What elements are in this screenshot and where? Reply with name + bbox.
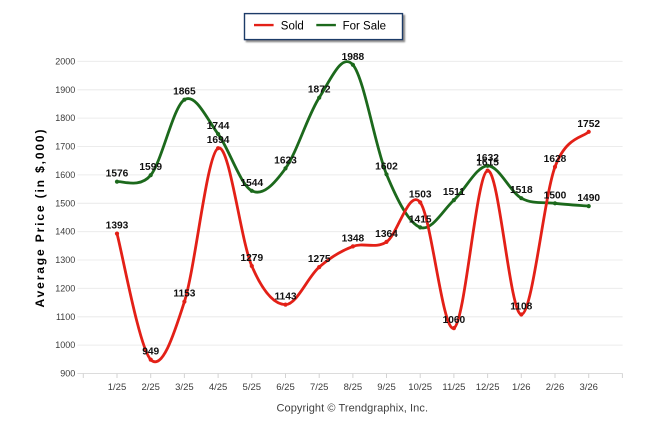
svg-text:1100: 1100 — [56, 312, 75, 322]
svg-text:Copyright © Trendgraphix, Inc.: Copyright © Trendgraphix, Inc. — [277, 403, 429, 415]
svg-text:1108: 1108 — [510, 302, 532, 313]
svg-text:1500: 1500 — [544, 190, 567, 201]
svg-text:1153: 1153 — [173, 289, 195, 300]
svg-text:1/25: 1/25 — [108, 382, 127, 393]
svg-text:1752: 1752 — [577, 119, 600, 130]
svg-text:1400: 1400 — [55, 227, 75, 237]
svg-text:1503: 1503 — [409, 189, 432, 200]
svg-text:For Sale: For Sale — [343, 21, 386, 33]
svg-text:1632: 1632 — [476, 153, 499, 164]
svg-text:1600: 1600 — [55, 170, 75, 180]
svg-text:11/25: 11/25 — [442, 382, 465, 393]
svg-text:1518: 1518 — [510, 185, 533, 196]
svg-text:10/25: 10/25 — [408, 382, 432, 393]
svg-text:1279: 1279 — [240, 253, 263, 264]
svg-text:1800: 1800 — [55, 113, 75, 123]
svg-text:1694: 1694 — [207, 135, 230, 146]
svg-text:1628: 1628 — [544, 154, 567, 165]
svg-text:7/25: 7/25 — [310, 382, 329, 393]
svg-text:1490: 1490 — [577, 193, 600, 204]
svg-text:1364: 1364 — [375, 229, 398, 240]
svg-text:2/25: 2/25 — [141, 382, 160, 393]
svg-text:1615: 1615 — [476, 158, 499, 169]
svg-text:5/25: 5/25 — [243, 382, 262, 393]
svg-text:12/25: 12/25 — [476, 382, 500, 393]
svg-text:1300: 1300 — [55, 255, 75, 265]
svg-text:949: 949 — [142, 347, 159, 358]
svg-text:1900: 1900 — [55, 85, 75, 95]
svg-text:1988: 1988 — [342, 52, 365, 63]
svg-text:1872: 1872 — [308, 85, 331, 96]
svg-text:1348: 1348 — [342, 233, 365, 244]
svg-text:900: 900 — [60, 369, 75, 379]
svg-text:1000: 1000 — [55, 340, 75, 350]
svg-text:1511: 1511 — [443, 187, 465, 198]
svg-text:1865: 1865 — [173, 87, 196, 98]
svg-text:1576: 1576 — [106, 169, 129, 180]
svg-text:Average Price (in $,000): Average Price (in $,000) — [33, 130, 47, 308]
svg-text:1500: 1500 — [55, 198, 75, 208]
svg-text:1602: 1602 — [375, 161, 398, 172]
svg-text:9/25: 9/25 — [377, 382, 396, 393]
svg-text:4/25: 4/25 — [209, 382, 228, 393]
svg-text:2000: 2000 — [55, 56, 75, 66]
svg-text:1544: 1544 — [240, 178, 263, 189]
svg-text:1200: 1200 — [55, 283, 75, 293]
svg-text:1275: 1275 — [308, 254, 331, 265]
svg-text:1393: 1393 — [106, 221, 129, 232]
svg-text:6/25: 6/25 — [276, 382, 295, 393]
svg-text:1700: 1700 — [55, 142, 75, 152]
svg-text:8/25: 8/25 — [344, 382, 363, 393]
svg-text:1744: 1744 — [207, 121, 230, 132]
svg-text:2/26: 2/26 — [546, 382, 565, 393]
svg-text:1060: 1060 — [443, 315, 466, 326]
svg-text:1143: 1143 — [274, 292, 296, 303]
svg-text:1415: 1415 — [409, 214, 432, 225]
svg-text:1599: 1599 — [139, 162, 162, 173]
svg-text:1/26: 1/26 — [512, 382, 531, 393]
svg-text:1623: 1623 — [274, 155, 297, 166]
svg-text:3/26: 3/26 — [579, 382, 598, 393]
svg-text:3/25: 3/25 — [175, 382, 194, 393]
svg-text:Sold: Sold — [281, 21, 304, 33]
